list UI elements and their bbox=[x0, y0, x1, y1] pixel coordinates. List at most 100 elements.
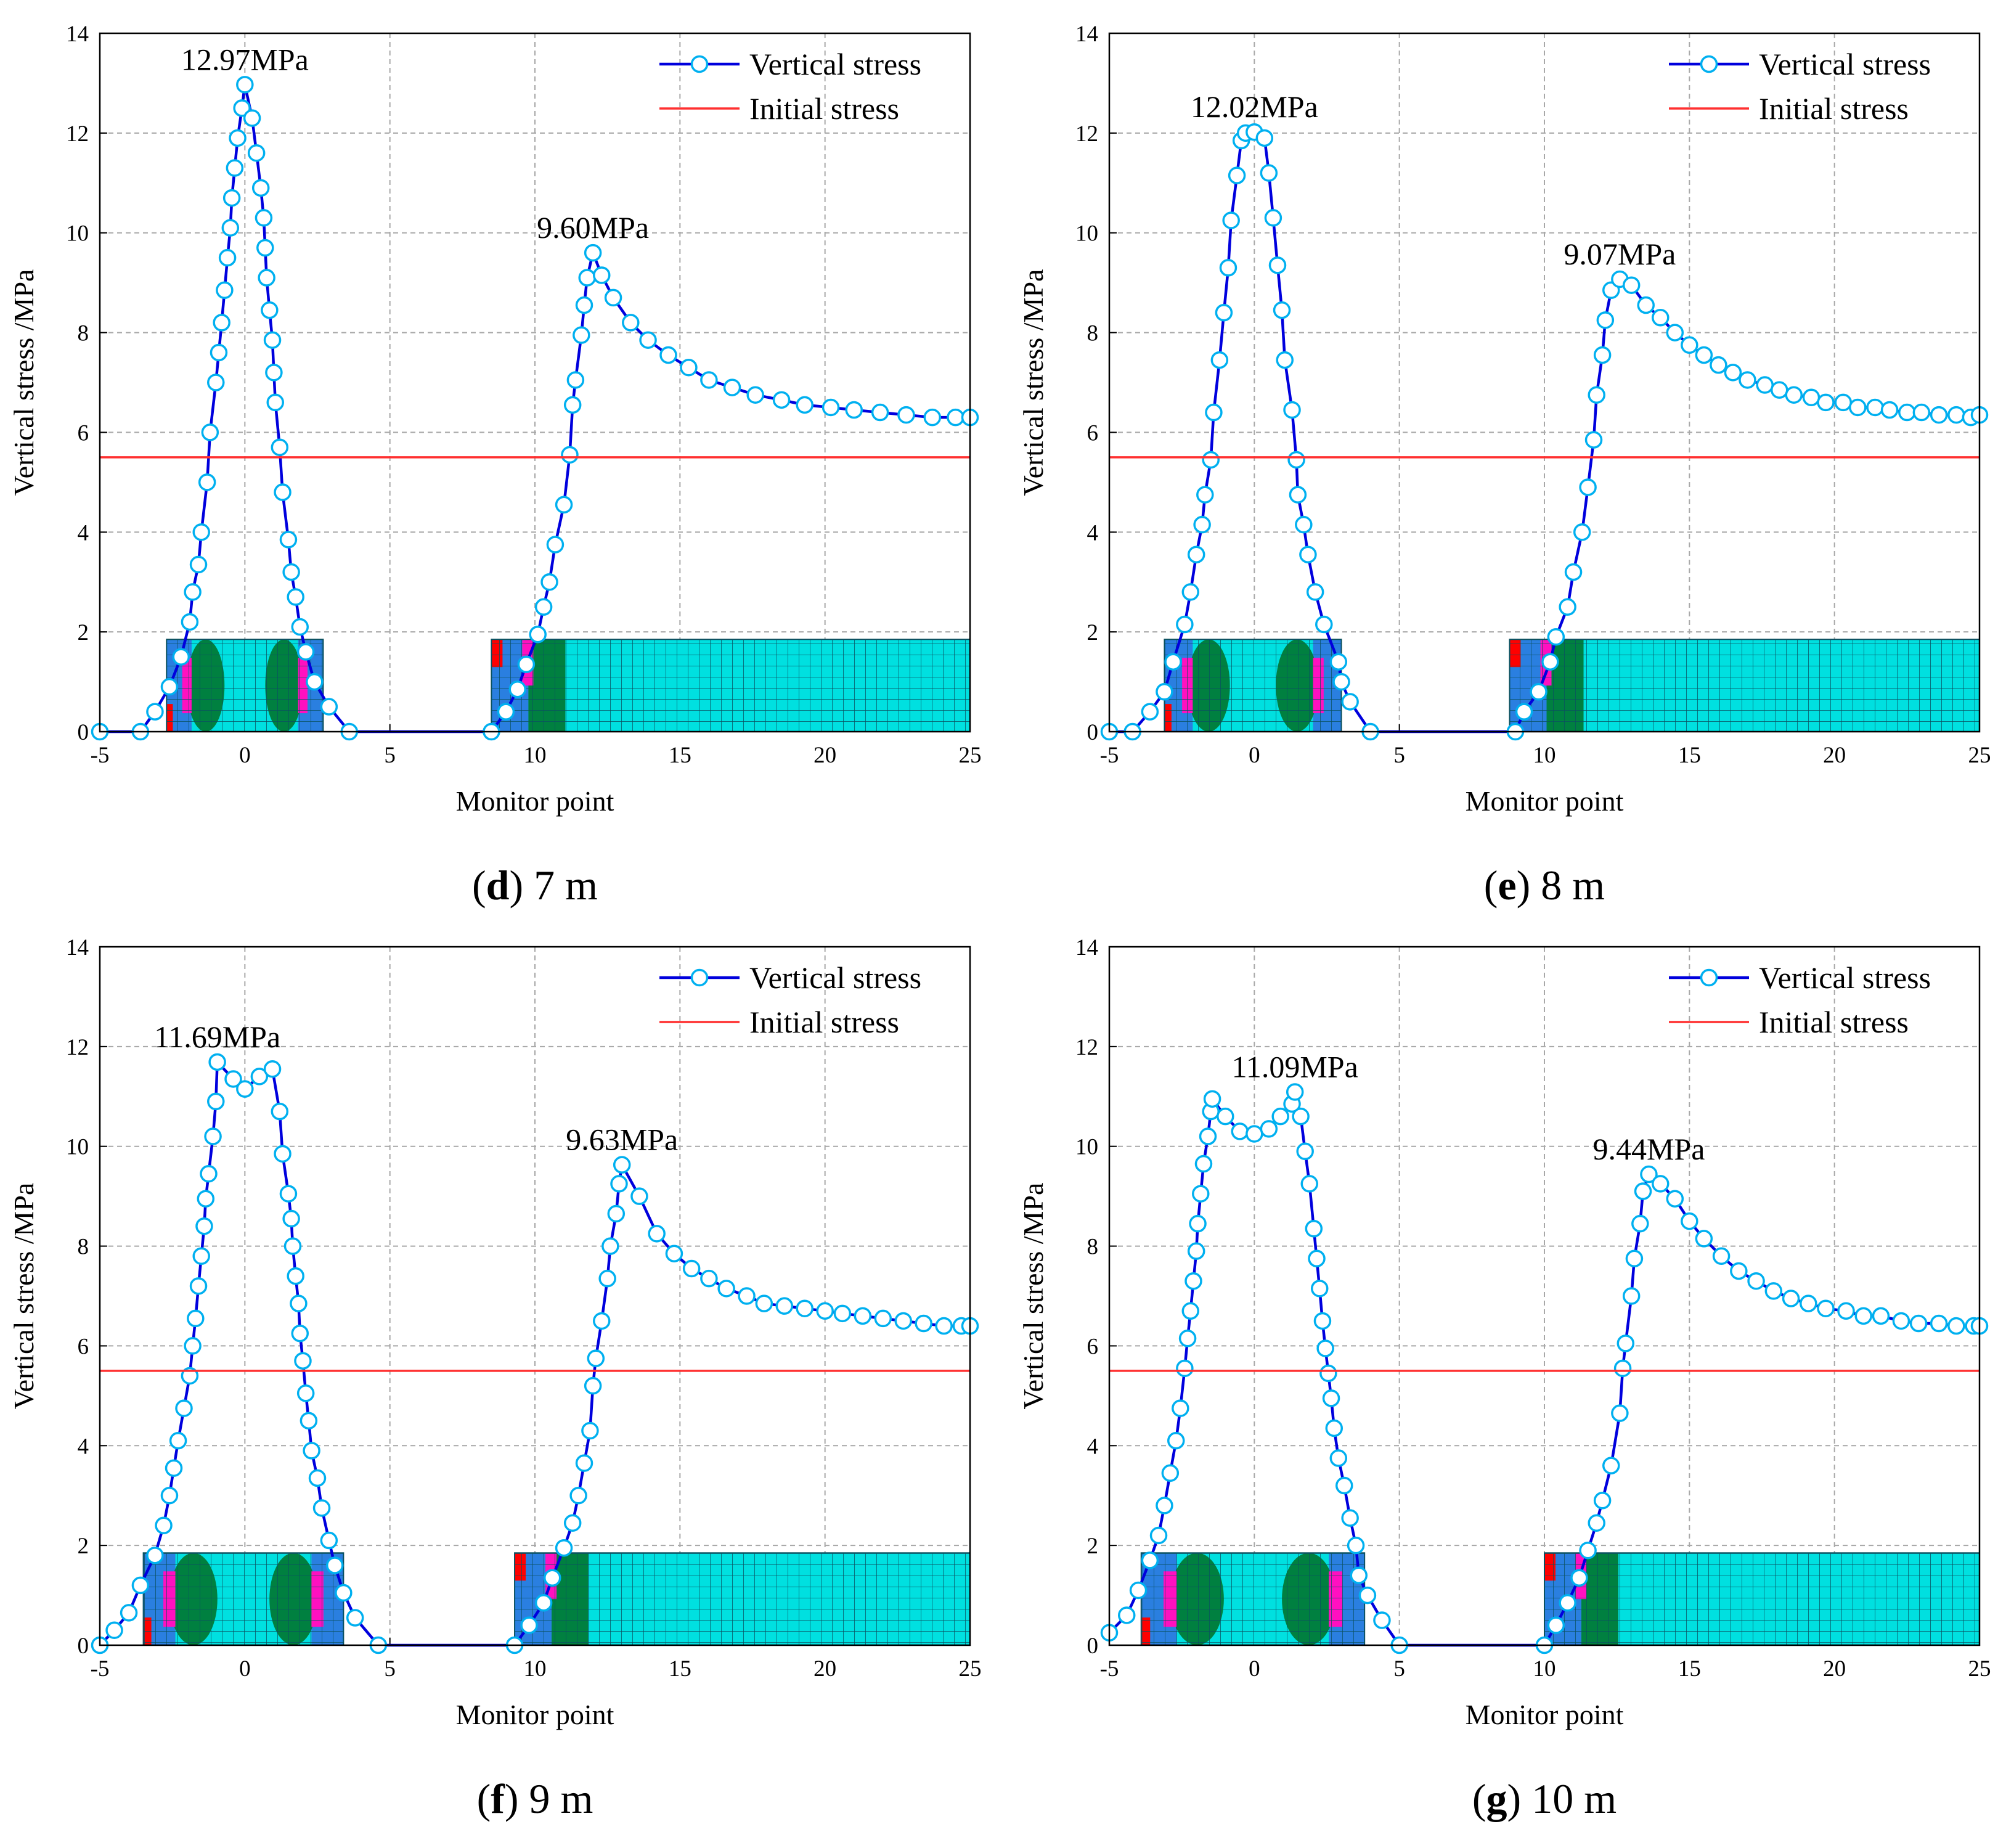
marker bbox=[1156, 1497, 1173, 1515]
marker bbox=[1187, 1242, 1205, 1260]
marker bbox=[296, 643, 315, 661]
marker bbox=[335, 1584, 353, 1602]
mesh-grid bbox=[1544, 1552, 1980, 1646]
marker bbox=[236, 1080, 254, 1098]
marker bbox=[1313, 1312, 1332, 1330]
caption-part: g bbox=[1486, 1775, 1507, 1822]
marker bbox=[1181, 1302, 1200, 1320]
marker bbox=[520, 1616, 538, 1634]
marker bbox=[120, 1604, 138, 1622]
marker bbox=[1866, 398, 1884, 417]
marker bbox=[822, 398, 840, 417]
marker bbox=[291, 1324, 309, 1343]
legend-label: Vertical stress bbox=[749, 960, 921, 995]
marker bbox=[1299, 546, 1317, 563]
marker bbox=[181, 613, 199, 631]
marker bbox=[1834, 393, 1853, 412]
marker bbox=[871, 403, 889, 422]
marker bbox=[207, 1092, 225, 1111]
marker bbox=[1579, 1541, 1597, 1560]
marker bbox=[1246, 1125, 1263, 1143]
x-tick-label: 10 bbox=[1533, 743, 1556, 768]
marker bbox=[1167, 1431, 1185, 1450]
marker bbox=[1176, 1359, 1194, 1378]
marker bbox=[320, 698, 338, 716]
marker bbox=[1176, 615, 1194, 634]
marker bbox=[1570, 1569, 1588, 1587]
marker bbox=[222, 189, 241, 207]
legend-label: Vertical stress bbox=[1759, 960, 1931, 995]
marker bbox=[247, 144, 266, 162]
marker bbox=[1593, 346, 1612, 364]
y-tick-label: 10 bbox=[1075, 221, 1098, 247]
caption: (f) 9 m bbox=[477, 1775, 593, 1822]
marker bbox=[738, 1287, 756, 1305]
x-tick-label: -5 bbox=[91, 1656, 110, 1682]
marker bbox=[1192, 1185, 1210, 1203]
annotation: 9.44MPa bbox=[1592, 1132, 1705, 1166]
marker bbox=[187, 1309, 205, 1328]
marker bbox=[1172, 1399, 1189, 1417]
marker bbox=[1308, 1249, 1326, 1268]
marker bbox=[1802, 388, 1820, 407]
marker bbox=[1652, 309, 1670, 327]
marker bbox=[251, 179, 270, 197]
marker bbox=[263, 331, 282, 349]
marker bbox=[1547, 628, 1565, 646]
y-axis-label: Vertical stress /MPa bbox=[1017, 1183, 1049, 1410]
marker bbox=[250, 1068, 269, 1085]
x-tick-label: 15 bbox=[669, 743, 691, 768]
marker bbox=[854, 1307, 872, 1325]
marker bbox=[1622, 276, 1641, 294]
marker bbox=[1315, 615, 1333, 634]
marker bbox=[845, 401, 863, 419]
legend-marker bbox=[690, 55, 709, 73]
marker bbox=[1541, 653, 1559, 671]
caption-part: d bbox=[486, 862, 510, 909]
marker bbox=[584, 243, 602, 262]
marker bbox=[1613, 1359, 1632, 1378]
y-tick-label: 12 bbox=[1075, 1035, 1098, 1060]
marker bbox=[1593, 1492, 1612, 1510]
marker bbox=[1196, 486, 1214, 504]
marker bbox=[279, 531, 298, 549]
marker bbox=[1602, 1457, 1620, 1474]
mesh-grid bbox=[142, 1552, 345, 1646]
marker bbox=[1310, 1280, 1329, 1298]
marker bbox=[1341, 1509, 1359, 1527]
marker bbox=[1739, 371, 1756, 389]
marker bbox=[534, 1593, 553, 1612]
legend-label: Initial stress bbox=[749, 1005, 899, 1039]
marker bbox=[543, 1569, 561, 1587]
marker bbox=[775, 1297, 794, 1315]
x-tick-label: 20 bbox=[813, 1656, 836, 1682]
marker bbox=[1573, 523, 1591, 541]
plot-frame bbox=[99, 32, 971, 733]
marker bbox=[1764, 1282, 1783, 1300]
marker bbox=[1319, 1364, 1337, 1383]
marker bbox=[1260, 1120, 1278, 1138]
marker bbox=[290, 1294, 308, 1312]
y-tick-label: 14 bbox=[1075, 22, 1098, 47]
caption-part: f bbox=[491, 1775, 505, 1822]
marker bbox=[1947, 1317, 1965, 1335]
x-axis-label: Monitor point bbox=[456, 785, 614, 817]
x-tick-label: 15 bbox=[1678, 1656, 1701, 1682]
marker bbox=[639, 331, 657, 349]
marker bbox=[283, 1237, 302, 1255]
marker bbox=[1219, 259, 1237, 277]
y-tick-label: 2 bbox=[78, 620, 89, 645]
marker bbox=[282, 563, 300, 581]
marker bbox=[680, 358, 698, 377]
marker bbox=[1710, 356, 1727, 374]
y-axis-label: Vertical stress /MPa bbox=[1017, 269, 1049, 496]
marker bbox=[897, 406, 915, 424]
y-axis-label: Vertical stress /MPa bbox=[8, 269, 39, 496]
x-tick-label: 25 bbox=[959, 743, 982, 768]
caption-part: e bbox=[1498, 862, 1516, 909]
marker bbox=[1141, 703, 1159, 721]
marker bbox=[1634, 1182, 1652, 1200]
marker bbox=[1622, 1287, 1641, 1305]
marker bbox=[1194, 1155, 1213, 1173]
